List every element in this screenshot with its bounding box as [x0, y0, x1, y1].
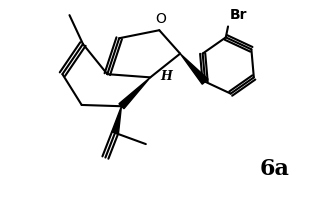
Text: O: O [155, 12, 166, 26]
Polygon shape [119, 78, 150, 109]
Text: H: H [161, 70, 172, 83]
Polygon shape [180, 54, 208, 85]
Polygon shape [111, 107, 122, 134]
Text: Br: Br [230, 8, 247, 22]
Text: 6a: 6a [260, 157, 290, 179]
